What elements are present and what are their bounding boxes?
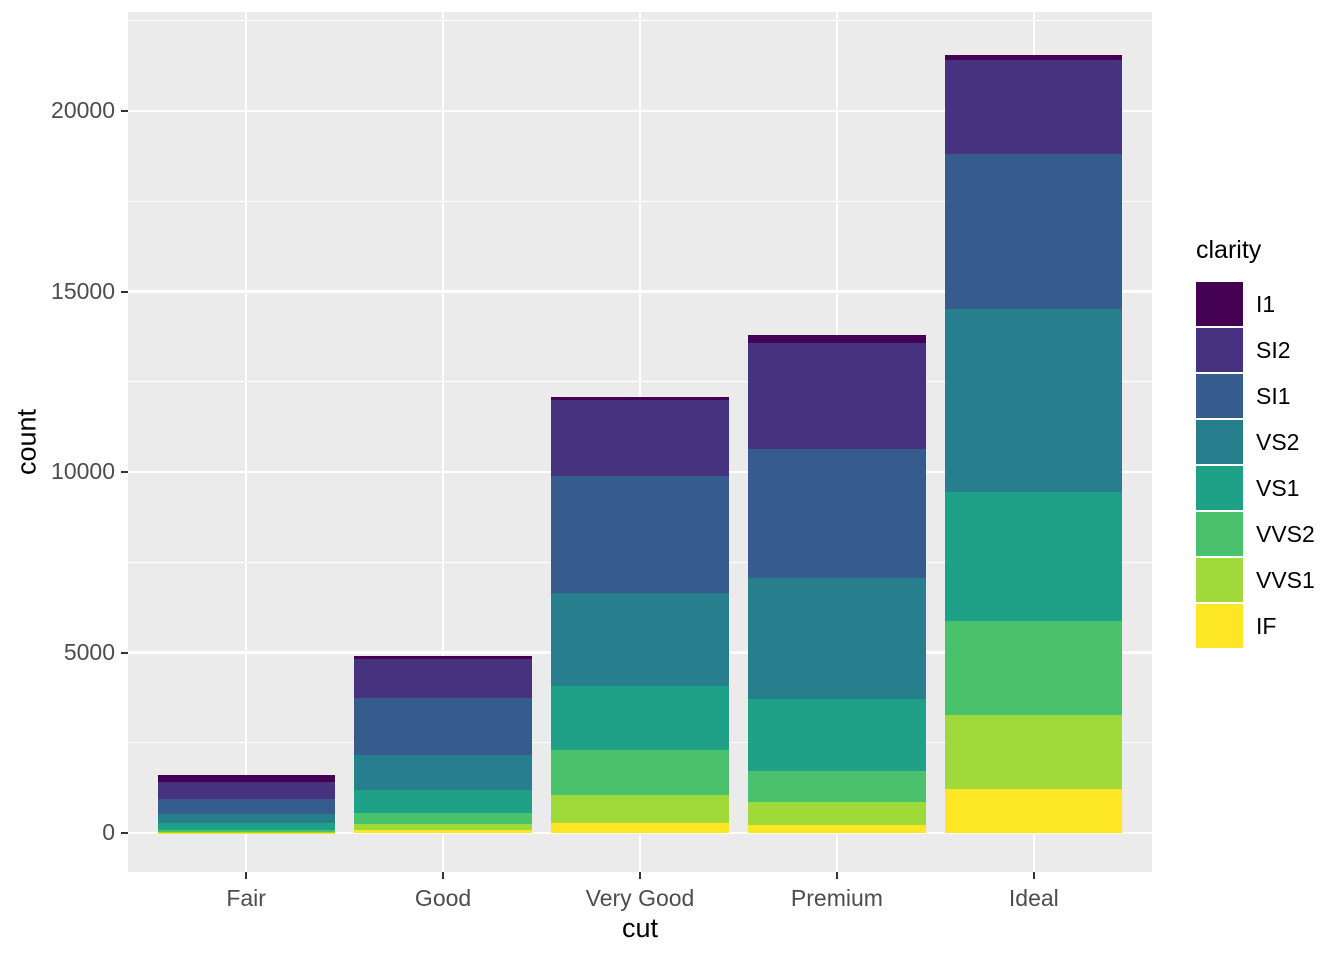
bar-segment-fair-si1	[157, 799, 335, 814]
legend-key-swatch-si1	[1196, 374, 1243, 418]
bar-segment-good-vs2	[354, 754, 532, 790]
y-tick-label: 5000	[63, 638, 115, 665]
bar-segment-good-vvs2	[354, 813, 532, 824]
bar-segment-premium-vs2	[748, 578, 926, 700]
bar-segment-premium-i1	[748, 335, 926, 343]
legend-key-swatch-vvs1	[1196, 558, 1243, 602]
legend-title: clarity	[1196, 236, 1262, 264]
bar-segment-fair-vs2	[157, 814, 335, 824]
bar-segment-very-good-si1	[551, 475, 729, 593]
legend-item-if: IF	[1196, 604, 1315, 648]
legend-key-swatch-i1	[1196, 282, 1243, 326]
bar-segment-good-vs1	[354, 790, 532, 814]
bar-segment-premium-si1	[748, 449, 926, 579]
y-tick-label: 0	[102, 818, 115, 845]
legend-item-label: I1	[1256, 290, 1276, 317]
x-axis-title: cut	[621, 913, 659, 943]
legend-item-vvs2: VVS2	[1196, 512, 1315, 556]
x-tick-label: Premium	[790, 885, 883, 911]
bar-segment-very-good-if	[551, 823, 729, 833]
bar-segment-good-vvs1	[354, 823, 532, 831]
bar-segment-good-si1	[354, 698, 532, 755]
bar-segment-ideal-vs2	[945, 308, 1123, 492]
legend-key-swatch-vs1	[1196, 466, 1243, 510]
bar-segment-very-good-vs2	[551, 592, 729, 687]
legend-item-label: IF	[1256, 612, 1277, 639]
x-axis-tick	[442, 872, 445, 879]
x-tick-label: Good	[414, 885, 472, 911]
legend-item-label: VVS2	[1256, 520, 1315, 547]
x-axis-tick	[835, 872, 838, 879]
y-axis-tick	[121, 110, 128, 112]
y-axis-tick	[121, 471, 128, 473]
x-tick-label: Ideal	[1008, 885, 1059, 911]
bar-segment-ideal-vs1	[945, 491, 1123, 622]
bar-segment-good-if	[354, 830, 532, 833]
bar-segment-good-i1	[354, 655, 532, 660]
bar-segment-ideal-si1	[945, 154, 1123, 309]
legend-item-i1: I1	[1196, 282, 1315, 326]
gridline-major-x	[441, 12, 445, 872]
legend-item-label: VS1	[1256, 474, 1300, 501]
bar-segment-fair-vvs1	[157, 832, 335, 833]
bar-segment-ideal-si2	[945, 60, 1123, 155]
legend-key-swatch-si2	[1196, 328, 1243, 372]
legend-item-label: VVS1	[1256, 566, 1315, 593]
bar-segment-ideal-vvs1	[945, 715, 1123, 790]
x-tick-label: Very Good	[585, 885, 695, 911]
legend-item-si2: SI2	[1196, 328, 1315, 372]
y-axis-tick	[121, 651, 128, 654]
legend-key-swatch-vs2	[1196, 420, 1243, 464]
bar-segment-premium-if	[748, 824, 926, 833]
legend-item-vvs1: VVS1	[1196, 558, 1315, 602]
legend-key-swatch-if	[1196, 604, 1243, 648]
y-tick-label: 20000	[51, 96, 115, 123]
legend-item-si1: SI1	[1196, 374, 1315, 418]
y-tick-label: 15000	[51, 277, 115, 304]
bar-segment-ideal-i1	[945, 55, 1123, 61]
x-axis-tick	[245, 872, 248, 879]
y-axis-tick	[121, 290, 128, 293]
legend-item-label: VS2	[1256, 428, 1300, 455]
y-axis-title: count	[11, 408, 42, 476]
bar-segment-ideal-vvs2	[945, 621, 1123, 716]
legend-key-swatch-vvs2	[1196, 512, 1243, 556]
bar-segment-very-good-vs1	[551, 686, 729, 751]
y-tick-label: 10000	[51, 457, 115, 484]
x-axis-tick	[639, 872, 641, 879]
legend-item-vs2: VS2	[1196, 420, 1315, 464]
bar-segment-very-good-i1	[551, 396, 729, 400]
legend-item-vs1: VS1	[1196, 466, 1315, 510]
bar-segment-fair-i1	[157, 774, 335, 783]
bar-segment-premium-si2	[748, 342, 926, 449]
bar-segment-premium-vs1	[748, 699, 926, 772]
bar-segment-premium-vvs2	[748, 771, 926, 803]
bar-segment-fair-vs1	[157, 823, 335, 830]
y-axis-tick	[121, 832, 128, 834]
bar-segment-very-good-si2	[551, 399, 729, 476]
legend-item-label: SI2	[1256, 336, 1291, 363]
bar-segment-fair-vvs2	[157, 829, 335, 833]
bar-segment-very-good-vvs2	[551, 750, 729, 795]
legend-keys: I1 SI2 SI1 VS2 VS1 VVS2 VVS1 IF	[1196, 282, 1315, 650]
bar-segment-fair-si2	[157, 782, 335, 800]
x-tick-label: Fair	[226, 885, 266, 911]
x-axis-tick	[1032, 872, 1035, 879]
bar-segment-ideal-if	[945, 789, 1123, 833]
legend-item-label: SI1	[1256, 382, 1291, 409]
bar-segment-premium-vvs1	[748, 802, 926, 825]
bar-segment-good-si2	[354, 659, 532, 699]
bar-segment-very-good-vvs1	[551, 794, 729, 824]
gridline-major-x	[244, 12, 248, 872]
